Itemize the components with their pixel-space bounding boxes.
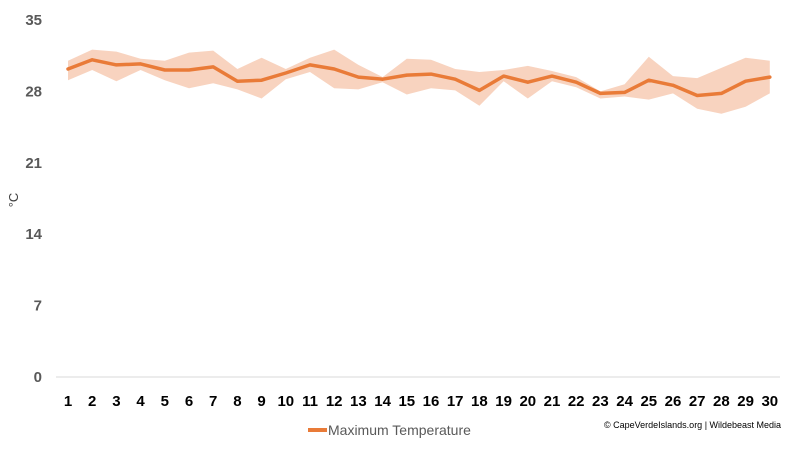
x-tick-label: 27 (689, 393, 706, 410)
data-point-day-23 (598, 91, 602, 95)
x-tick-label: 1 (64, 393, 72, 410)
x-tick-label: 19 (495, 393, 512, 410)
data-point-day-29 (744, 79, 748, 83)
x-tick-label: 3 (112, 393, 120, 410)
max-temperature-line-layer (66, 58, 772, 98)
data-point-day-26 (671, 83, 675, 87)
data-point-day-19 (502, 74, 506, 78)
data-point-day-10 (284, 71, 288, 75)
data-point-day-17 (453, 77, 457, 81)
x-tick-label: 18 (471, 393, 488, 410)
credit-text: © CapeVerdeIslands.org | Wildebeast Medi… (604, 420, 781, 430)
x-tick-label: 17 (447, 393, 464, 410)
x-tick-label: 6 (185, 393, 193, 410)
data-point-day-25 (647, 78, 651, 82)
x-tick-label: 11 (302, 393, 318, 410)
x-tick-label: 8 (233, 393, 241, 410)
x-tick-label: 26 (665, 393, 682, 410)
y-axis-ticks: 0 7 14 21 28 35 (25, 12, 42, 386)
x-tick-label: 4 (136, 393, 145, 410)
data-point-day-13 (356, 75, 360, 79)
legend: Maximum Temperature (308, 422, 471, 438)
y-tick-label: 0 (34, 369, 42, 386)
y-tick-label: 14 (25, 226, 42, 243)
data-point-day-22 (574, 80, 578, 84)
x-tick-label: 29 (737, 393, 754, 410)
x-tick-label: 25 (640, 393, 657, 410)
data-point-day-6 (187, 68, 191, 72)
data-point-day-30 (768, 75, 772, 79)
data-point-day-1 (66, 67, 70, 71)
x-tick-label: 9 (257, 393, 265, 410)
data-point-day-14 (381, 77, 385, 81)
data-point-day-18 (477, 88, 481, 92)
x-tick-label: 24 (616, 393, 633, 410)
x-tick-label: 21 (544, 393, 561, 410)
y-axis-label: °C (6, 193, 21, 208)
x-tick-label: 10 (277, 393, 294, 410)
data-point-day-2 (90, 58, 94, 62)
y-tick-label: 28 (25, 83, 42, 100)
data-point-day-16 (429, 72, 433, 76)
x-tick-label: 2 (88, 393, 96, 410)
x-tick-label: 12 (326, 393, 343, 410)
data-point-day-5 (163, 68, 167, 72)
data-point-day-7 (211, 65, 215, 69)
data-point-day-12 (332, 67, 336, 71)
data-point-day-4 (139, 62, 143, 66)
temperature-range-band-layer (68, 49, 770, 114)
y-tick-label: 21 (25, 155, 42, 172)
data-point-day-24 (623, 90, 627, 94)
x-tick-label: 28 (713, 393, 730, 410)
data-point-day-8 (235, 79, 239, 83)
max-temperature-line (66, 58, 772, 98)
x-tick-label: 20 (519, 393, 536, 410)
data-point-day-28 (719, 91, 723, 95)
x-tick-label: 23 (592, 393, 609, 410)
x-axis-ticks: 1 2 3 4 5 6 7 8 9 10 11 12 13 14 15 16 17 18 19 20 21 22 23 24 2… (64, 393, 778, 410)
data-point-day-11 (308, 63, 312, 67)
x-tick-label: 30 (761, 393, 778, 410)
y-tick-label: 7 (34, 298, 42, 315)
data-point-day-9 (260, 78, 264, 82)
x-tick-label: 16 (423, 393, 440, 410)
x-tick-label: 5 (161, 393, 169, 410)
data-point-day-20 (526, 80, 530, 84)
data-point-day-3 (114, 63, 118, 67)
legend-label: Maximum Temperature (328, 422, 471, 438)
data-point-day-27 (695, 94, 699, 97)
temperature-range-band (68, 49, 770, 114)
data-point-day-21 (550, 74, 554, 78)
y-tick-label: 35 (25, 12, 42, 29)
x-tick-label: 15 (398, 393, 415, 410)
x-tick-label: 7 (209, 393, 217, 410)
x-tick-label: 13 (350, 393, 367, 410)
x-tick-label: 14 (374, 393, 391, 410)
data-point-day-15 (405, 73, 409, 77)
x-tick-label: 22 (568, 393, 585, 410)
